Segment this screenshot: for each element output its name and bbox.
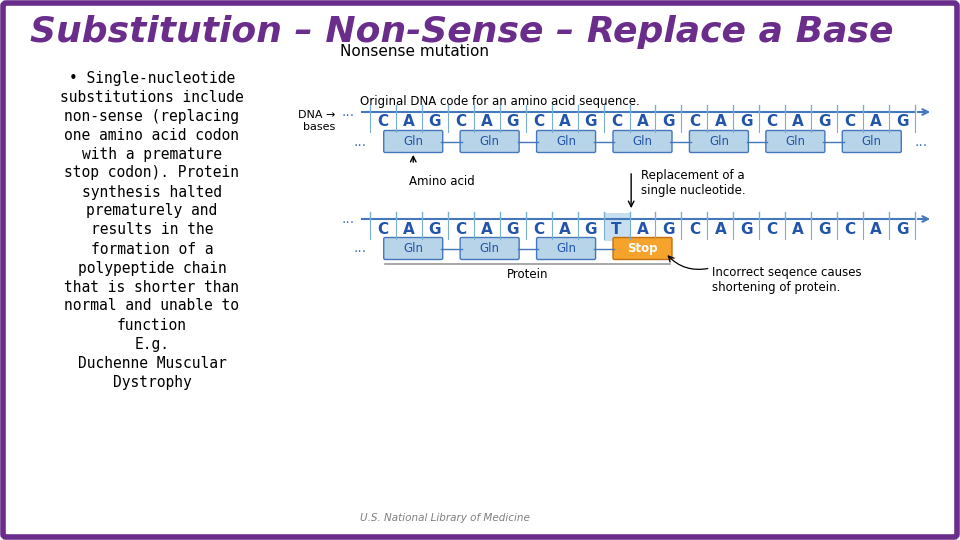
Text: G: G (507, 114, 519, 130)
Text: ...: ... (342, 105, 355, 119)
Text: G: G (740, 114, 753, 130)
Text: synthesis halted: synthesis halted (82, 185, 222, 199)
Text: C: C (767, 221, 778, 237)
Text: G: G (428, 114, 442, 130)
FancyBboxPatch shape (613, 131, 672, 152)
Text: A: A (559, 221, 570, 237)
Text: normal and unable to: normal and unable to (64, 299, 239, 314)
Text: C: C (533, 221, 544, 237)
Text: C: C (611, 114, 622, 130)
Text: substitutions include: substitutions include (60, 90, 244, 105)
Text: A: A (636, 114, 648, 130)
Text: G: G (585, 114, 597, 130)
Text: polypeptide chain: polypeptide chain (78, 260, 227, 275)
Text: G: G (662, 114, 675, 130)
Text: C: C (455, 221, 467, 237)
FancyBboxPatch shape (460, 238, 519, 260)
Text: A: A (870, 221, 882, 237)
Text: E.g.: E.g. (134, 336, 170, 352)
Text: Gln: Gln (556, 135, 576, 148)
Text: formation of a: formation of a (91, 241, 213, 256)
Text: with a premature: with a premature (82, 146, 222, 161)
Text: Amino acid: Amino acid (409, 175, 475, 188)
Text: A: A (636, 221, 648, 237)
Text: ...: ... (354, 134, 367, 149)
Text: ...: ... (342, 212, 355, 226)
Text: C: C (377, 221, 389, 237)
Text: Gln: Gln (708, 135, 729, 148)
Text: G: G (818, 221, 830, 237)
Text: G: G (896, 221, 908, 237)
Text: Incorrect seqence causes
shortening of protein.: Incorrect seqence causes shortening of p… (712, 266, 862, 294)
Text: Replacement of a
single nucleotide.: Replacement of a single nucleotide. (641, 169, 746, 197)
FancyBboxPatch shape (537, 238, 595, 260)
Text: C: C (767, 114, 778, 130)
Text: Gln: Gln (403, 242, 423, 255)
Text: • Single-nucleotide: • Single-nucleotide (69, 71, 235, 85)
Text: C: C (845, 114, 855, 130)
Text: A: A (870, 114, 882, 130)
Text: C: C (377, 114, 389, 130)
Text: Dystrophy: Dystrophy (112, 375, 191, 389)
Text: Stop: Stop (627, 242, 658, 255)
Text: G: G (896, 114, 908, 130)
FancyBboxPatch shape (384, 131, 443, 152)
Text: A: A (714, 221, 726, 237)
Text: function: function (117, 318, 187, 333)
Text: results in the: results in the (91, 222, 213, 238)
Text: Duchenne Muscular: Duchenne Muscular (78, 355, 227, 370)
Text: A: A (403, 221, 415, 237)
Text: G: G (740, 221, 753, 237)
Text: G: G (507, 221, 519, 237)
FancyBboxPatch shape (460, 131, 519, 152)
FancyBboxPatch shape (384, 238, 443, 260)
Text: A: A (559, 114, 570, 130)
Text: C: C (455, 114, 467, 130)
Text: Gln: Gln (556, 242, 576, 255)
Text: ...: ... (354, 241, 367, 255)
Text: Gln: Gln (785, 135, 805, 148)
Text: A: A (481, 221, 492, 237)
Text: A: A (792, 114, 804, 130)
Text: Original DNA code for an amino acid sequence.: Original DNA code for an amino acid sequ… (360, 96, 639, 109)
Text: G: G (818, 114, 830, 130)
Text: A: A (481, 114, 492, 130)
Text: Gln: Gln (862, 135, 882, 148)
Text: T: T (612, 221, 622, 237)
FancyBboxPatch shape (613, 238, 672, 260)
Text: DNA →: DNA → (298, 110, 335, 120)
FancyBboxPatch shape (842, 131, 901, 152)
Text: non-sense (replacing: non-sense (replacing (64, 109, 239, 124)
Text: A: A (714, 114, 726, 130)
Text: G: G (428, 221, 442, 237)
Text: G: G (585, 221, 597, 237)
Text: stop codon). Protein: stop codon). Protein (64, 165, 239, 180)
Text: Gln: Gln (480, 135, 499, 148)
Text: Gln: Gln (403, 135, 423, 148)
Text: prematurely and: prematurely and (86, 204, 218, 219)
Bar (604, 213, 630, 241)
FancyBboxPatch shape (689, 131, 749, 152)
Text: G: G (662, 221, 675, 237)
Text: ...: ... (914, 134, 927, 149)
Text: U.S. National Library of Medicine: U.S. National Library of Medicine (360, 513, 530, 523)
Text: Gln: Gln (633, 135, 653, 148)
Text: one amino acid codon: one amino acid codon (64, 127, 239, 143)
Text: C: C (689, 114, 700, 130)
Text: Substitution – Non-Sense – Replace a Base: Substitution – Non-Sense – Replace a Bas… (30, 15, 894, 49)
Text: that is shorter than: that is shorter than (64, 280, 239, 294)
Text: A: A (403, 114, 415, 130)
Text: bases: bases (302, 122, 335, 132)
FancyBboxPatch shape (3, 3, 957, 537)
Text: Gln: Gln (480, 242, 499, 255)
Text: Nonsense mutation: Nonsense mutation (340, 44, 489, 59)
FancyBboxPatch shape (766, 131, 825, 152)
FancyBboxPatch shape (537, 131, 595, 152)
Text: C: C (689, 221, 700, 237)
Text: Protein: Protein (507, 268, 548, 281)
Text: C: C (845, 221, 855, 237)
Text: C: C (533, 114, 544, 130)
Text: A: A (792, 221, 804, 237)
